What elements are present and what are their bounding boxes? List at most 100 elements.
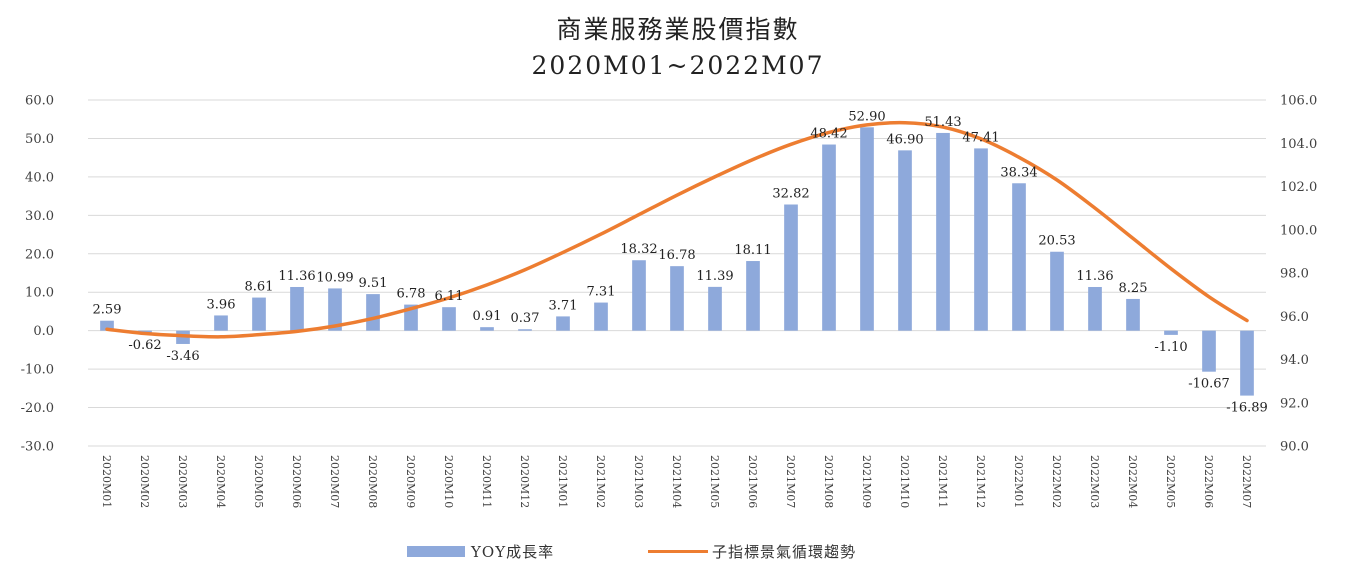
- data-label: 20.53: [1038, 234, 1075, 249]
- legend-swatch-yoy: [407, 546, 465, 557]
- data-label: 52.90: [848, 109, 885, 124]
- bar: [252, 297, 266, 331]
- bar: [1240, 330, 1254, 396]
- left-y-axis: -30.0 -20.0 -10.0 0.0 10.0 20.0 30.0 40.0 50.0 60…: [21, 94, 54, 455]
- data-label: -3.46: [166, 349, 199, 364]
- category-label: 2021M11: [936, 455, 949, 508]
- right-tick-label: 104.0: [1280, 137, 1317, 152]
- trend-line: [105, 120, 1249, 339]
- bar: [100, 320, 114, 331]
- data-label: 16.78: [658, 248, 695, 263]
- category-label: 2021M02: [594, 455, 607, 508]
- category-label: 2020M12: [518, 455, 531, 508]
- data-label: 2.59: [93, 303, 122, 318]
- category-label: 2020M07: [328, 455, 341, 508]
- left-tick-label: 50.0: [25, 132, 54, 147]
- bar: [214, 315, 228, 331]
- right-tick-label: 96.0: [1280, 310, 1309, 325]
- data-label: -1.10: [1154, 340, 1187, 355]
- data-label: 9.51: [359, 276, 388, 291]
- right-tick-label: 94.0: [1280, 353, 1309, 368]
- bar: [518, 329, 532, 331]
- data-label: 0.91: [473, 309, 502, 324]
- left-tick-label: 40.0: [25, 170, 54, 185]
- category-label: 2020M11: [480, 455, 493, 508]
- data-label: -16.89: [1226, 401, 1268, 416]
- data-label: 11.36: [1076, 269, 1113, 284]
- bar: [936, 132, 950, 331]
- left-tick-label: 20.0: [25, 247, 54, 262]
- category-label: 2021M06: [746, 455, 759, 508]
- category-label: 2020M10: [442, 455, 455, 508]
- category-label: 2021M07: [784, 455, 797, 508]
- legend-label-trend: 子指標景氣循環趨勢: [712, 543, 856, 561]
- legend: YOY成長率 子指標景氣循環趨勢: [407, 543, 856, 561]
- category-label: 2020M02: [138, 455, 151, 508]
- bar: [366, 294, 380, 331]
- category-label: 2022M07: [1240, 455, 1253, 508]
- data-label: 10.99: [316, 270, 353, 285]
- category-label: 2021M12: [974, 455, 987, 508]
- bar: [898, 150, 912, 331]
- category-label: 2020M03: [176, 455, 189, 508]
- data-label: 11.36: [278, 269, 315, 284]
- bar: [1050, 251, 1064, 331]
- bar: [746, 261, 760, 331]
- data-label: 18.32: [620, 242, 657, 257]
- data-label: 8.61: [245, 280, 274, 295]
- category-label: 2020M04: [214, 455, 227, 508]
- legend-label-yoy: YOY成長率: [470, 543, 554, 561]
- x-axis-categories: 2020M01 2020M02 2020M03 2020M04 2020M05 2020M…: [100, 455, 1253, 508]
- category-label: 2020M05: [252, 455, 265, 508]
- category-label: 2021M01: [556, 455, 569, 508]
- right-tick-label: 106.0: [1280, 94, 1317, 109]
- bar-series: [100, 127, 1254, 396]
- bar: [860, 127, 874, 331]
- bar: [974, 148, 988, 331]
- category-label: 2022M03: [1088, 455, 1101, 508]
- bar: [1164, 330, 1178, 335]
- left-tick-label: -30.0: [21, 440, 54, 455]
- left-tick-label: -20.0: [21, 401, 54, 416]
- category-label: 2022M01: [1012, 455, 1025, 508]
- bar: [1088, 286, 1102, 331]
- data-label: 7.31: [587, 285, 616, 300]
- bar: [328, 288, 342, 331]
- bar: [442, 307, 456, 331]
- data-label: 0.37: [511, 311, 540, 326]
- category-label: 2022M06: [1202, 455, 1215, 508]
- bar: [708, 286, 722, 331]
- category-label: 2021M05: [708, 455, 721, 508]
- data-label: 18.11: [734, 243, 771, 258]
- data-label: 6.11: [435, 289, 464, 304]
- left-tick-label: -10.0: [21, 363, 54, 378]
- bar: [1012, 183, 1026, 331]
- left-tick-label: 30.0: [25, 209, 54, 224]
- data-label: 8.25: [1119, 281, 1148, 296]
- category-label: 2022M04: [1126, 455, 1139, 508]
- right-tick-label: 92.0: [1280, 396, 1309, 411]
- category-label: 2021M08: [822, 455, 835, 508]
- category-label: 2021M03: [632, 455, 645, 508]
- category-label: 2020M06: [290, 455, 303, 508]
- category-label: 2022M02: [1050, 455, 1063, 508]
- category-label: 2021M04: [670, 455, 683, 508]
- left-tick-label: 0.0: [33, 324, 54, 339]
- chart-title: 商業服務業股價指數: [556, 15, 799, 44]
- bar: [594, 302, 608, 331]
- category-label: 2022M05: [1164, 455, 1177, 508]
- line-series: [105, 120, 1249, 339]
- bar: [632, 260, 646, 331]
- bar: [670, 266, 684, 331]
- bar: [1202, 330, 1216, 372]
- bar: [480, 327, 494, 331]
- bar: [556, 316, 570, 331]
- data-label: 32.82: [772, 186, 809, 201]
- right-y-axis: 90.0 92.0 94.0 96.0 98.0 100.0 102.0 104.0 106.0: [1280, 94, 1317, 455]
- category-label: 2021M09: [860, 455, 873, 508]
- data-label: 6.78: [397, 287, 426, 302]
- bar: [290, 286, 304, 331]
- data-label: 38.34: [1000, 165, 1037, 180]
- category-label: 2020M09: [404, 455, 417, 508]
